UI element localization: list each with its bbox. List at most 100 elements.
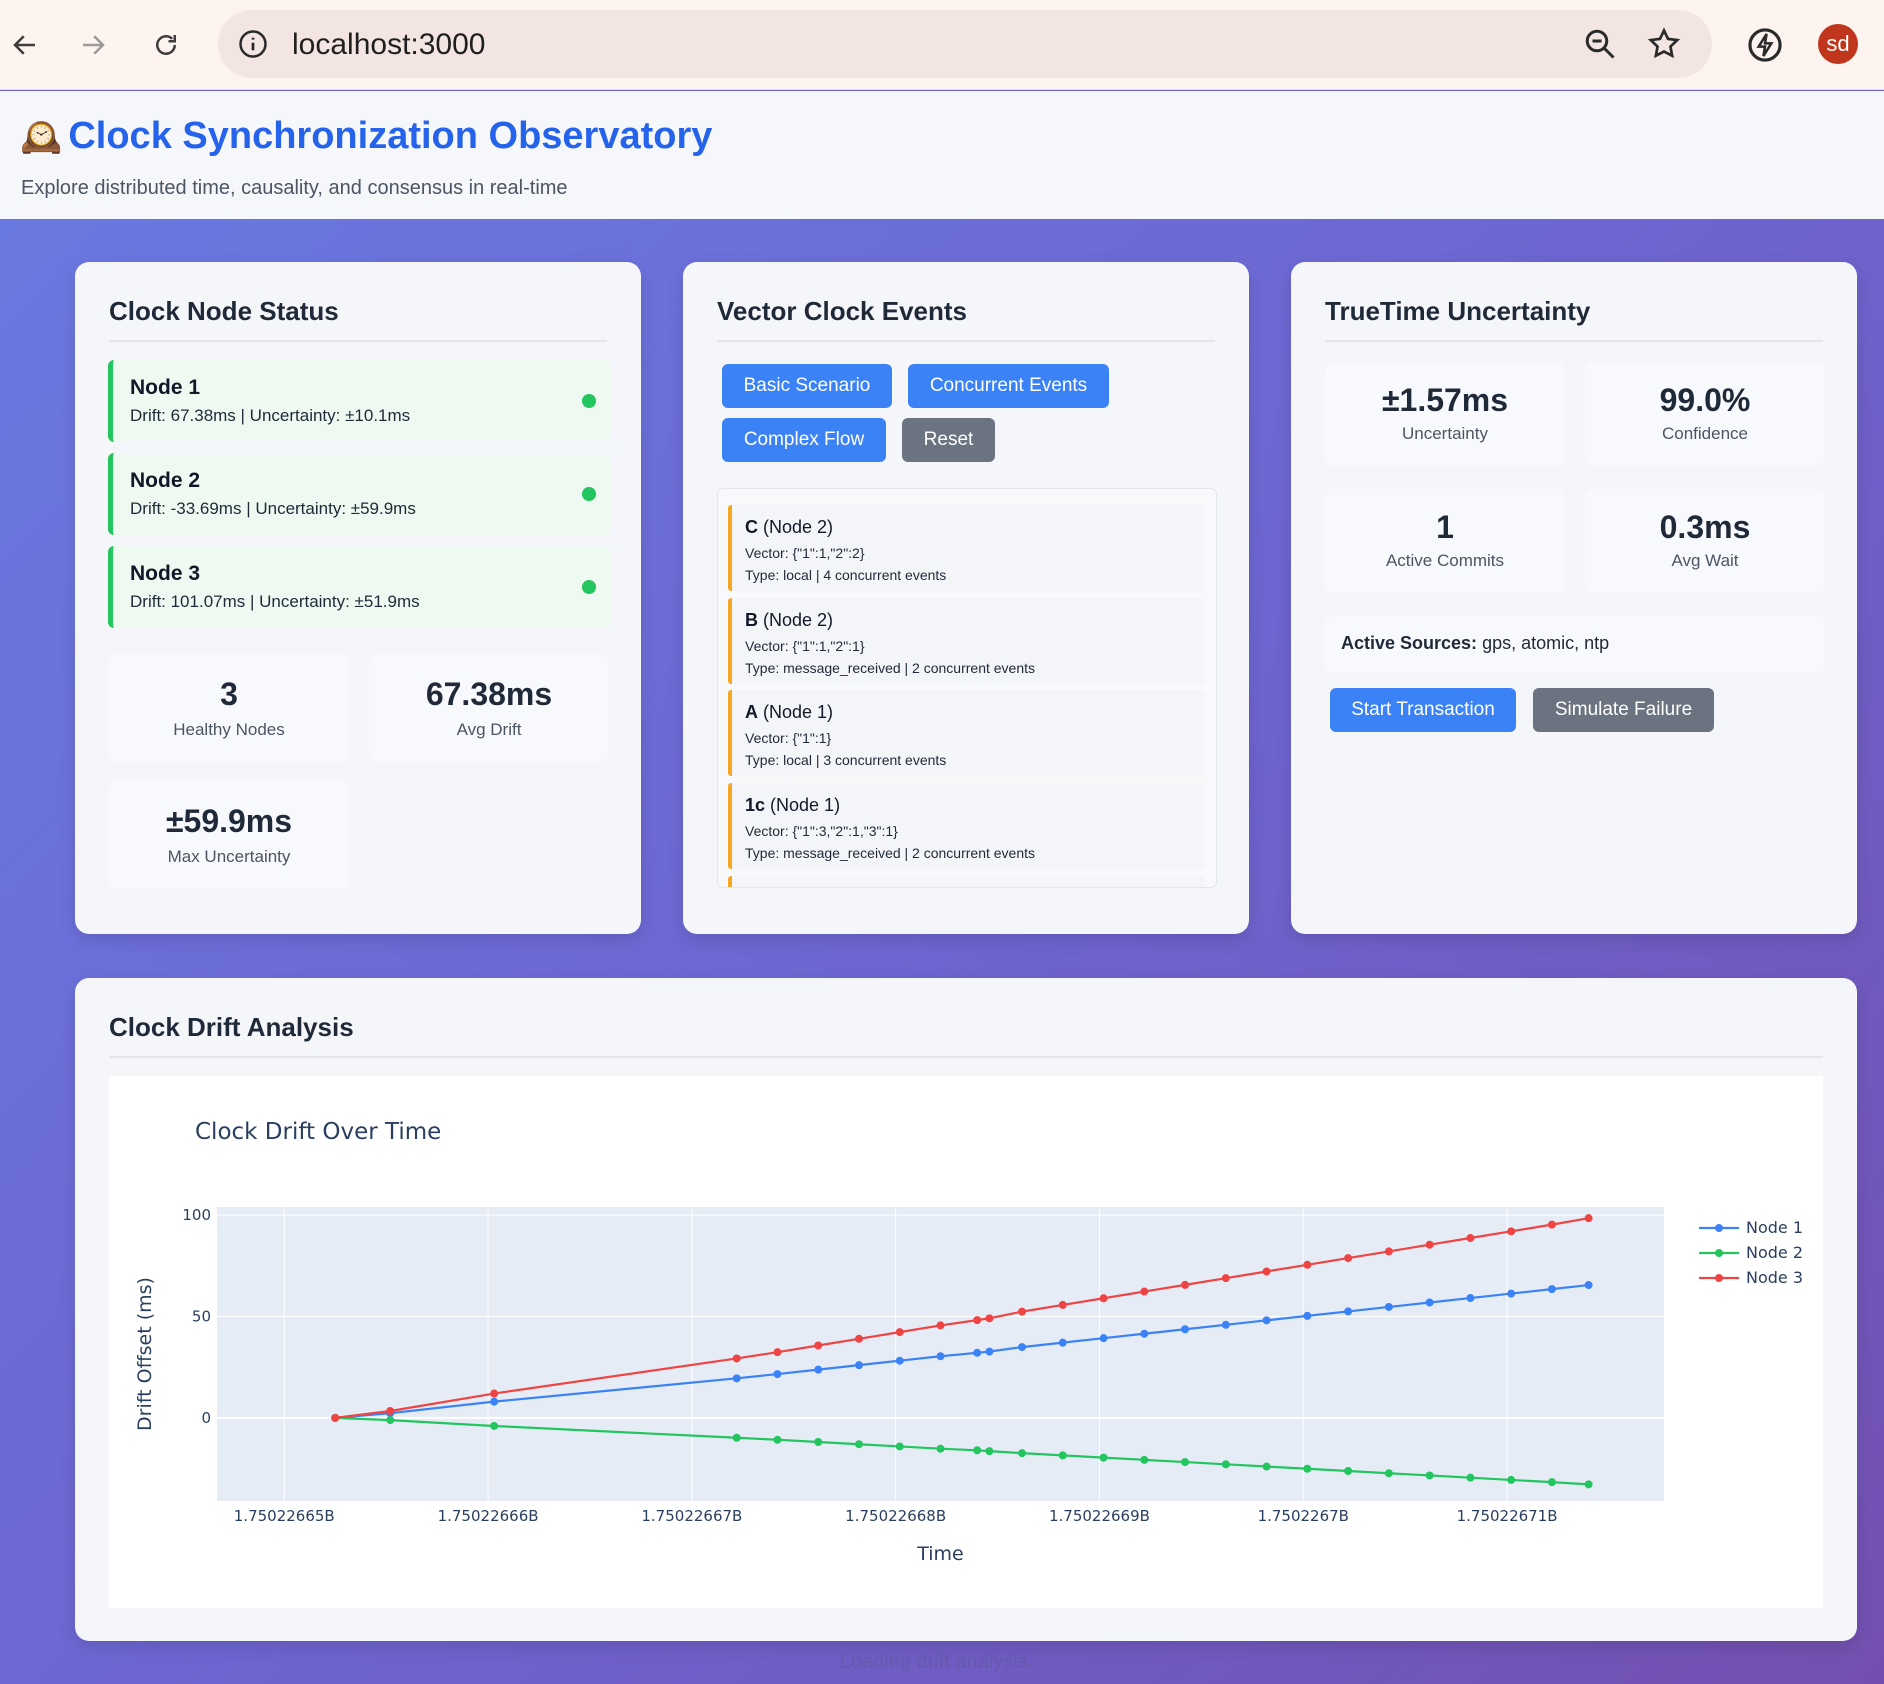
series-line bbox=[335, 1217, 1589, 1419]
event-item[interactable]: B (Node 2) Vector: {"1":1,"2":1} Type: m… bbox=[728, 598, 1204, 684]
data-point bbox=[1018, 1449, 1027, 1458]
data-point bbox=[1140, 1455, 1149, 1464]
data-point bbox=[1058, 1300, 1067, 1309]
y-tick-label: 50 bbox=[192, 1307, 211, 1325]
confidence-stat: 99.0% Confidence bbox=[1585, 362, 1825, 466]
data-point bbox=[814, 1437, 823, 1446]
data-point bbox=[1303, 1311, 1312, 1320]
node-item[interactable]: Node 2 Drift: -33.69ms | Uncertainty: ±5… bbox=[108, 453, 610, 535]
series-line bbox=[335, 1283, 1589, 1419]
data-point bbox=[854, 1361, 863, 1370]
node-name: Node 1 bbox=[130, 376, 201, 399]
stat-value: 3 bbox=[220, 676, 238, 712]
data-point bbox=[1384, 1302, 1393, 1311]
event-vector: Vector: {"1":3,"2":1,"3":1} bbox=[745, 823, 898, 839]
forward-arrow-icon[interactable] bbox=[68, 20, 118, 70]
data-point bbox=[1221, 1460, 1230, 1469]
event-item[interactable]: C (Node 2) Vector: {"1":1,"2":2} Type: l… bbox=[728, 505, 1204, 591]
event-vector: Vector: {"1":1,"2":2} bbox=[745, 545, 865, 561]
data-point bbox=[1425, 1298, 1434, 1307]
stat-label: Healthy Nodes bbox=[173, 720, 285, 739]
data-point bbox=[985, 1347, 994, 1356]
extension-icon[interactable] bbox=[1746, 26, 1784, 64]
stat-value: 1 bbox=[1436, 509, 1454, 545]
data-point bbox=[1344, 1307, 1353, 1316]
stat-label: Avg Wait bbox=[1671, 551, 1739, 570]
bookmark-star-icon[interactable] bbox=[1646, 26, 1682, 62]
data-point bbox=[1507, 1289, 1516, 1298]
node-info: Drift: 101.07ms | Uncertainty: ±51.9ms bbox=[130, 592, 420, 611]
concurrent-events-button[interactable]: Concurrent Events bbox=[908, 364, 1109, 408]
event-vector: Vector: {"1":1} bbox=[745, 730, 832, 746]
stat-value: ±1.57ms bbox=[1381, 382, 1509, 418]
data-point bbox=[1466, 1473, 1475, 1482]
data-point bbox=[985, 1314, 994, 1323]
stat-label: Confidence bbox=[1661, 424, 1748, 443]
drift-chart-container[interactable]: 1.75022665B 1.75022666B 1.75022667B 1.75022… bbox=[109, 1076, 1823, 1608]
divider bbox=[109, 340, 607, 342]
data-point bbox=[1547, 1220, 1556, 1229]
series-line bbox=[335, 1416, 1589, 1486]
truetime-card: TrueTime Uncertainty ±1.57ms Uncertainty… bbox=[1291, 262, 1857, 934]
complex-flow-button[interactable]: Complex Flow bbox=[722, 418, 886, 462]
data-point bbox=[1384, 1247, 1393, 1256]
basic-scenario-button[interactable]: Basic Scenario bbox=[722, 364, 892, 408]
legend-label: Node 1 bbox=[1746, 1218, 1803, 1237]
address-bar[interactable]: localhost:3000 bbox=[218, 10, 1712, 78]
chart-title: Clock Drift Over Time bbox=[195, 1119, 441, 1145]
profile-avatar[interactable]: sd bbox=[1818, 24, 1858, 64]
stat-value: 67.38ms bbox=[425, 676, 553, 712]
reset-button[interactable]: Reset bbox=[902, 418, 995, 462]
event-list[interactable]: C (Node 2) Vector: {"1":1,"2":2} Type: l… bbox=[717, 488, 1217, 888]
drift-chart[interactable]: 1.75022665B 1.75022666B 1.75022667B 1.75022… bbox=[109, 1076, 1823, 1608]
data-point bbox=[1058, 1338, 1067, 1347]
zoom-icon[interactable] bbox=[1582, 26, 1618, 62]
data-point bbox=[1507, 1475, 1516, 1484]
page: 🕰️ Clock Synchronization Observatory Exp… bbox=[0, 91, 1884, 1684]
data-point bbox=[814, 1341, 823, 1350]
event-type: Type: local | 3 concurrent events bbox=[745, 752, 947, 768]
node-name: Node 3 bbox=[130, 562, 201, 585]
healthy-status-dot bbox=[582, 394, 596, 408]
data-point bbox=[814, 1365, 823, 1374]
event-node: (Node 1) bbox=[758, 702, 834, 722]
data-point bbox=[1140, 1329, 1149, 1338]
data-point bbox=[1099, 1294, 1108, 1303]
data-point bbox=[1140, 1287, 1149, 1296]
data-point bbox=[490, 1397, 499, 1406]
event-vector: Vector: {"1":1,"2":1} bbox=[745, 638, 865, 654]
event-item[interactable]: 1c (Node 1) Vector: {"1":3,"2":1,"3":1} … bbox=[728, 783, 1204, 869]
site-info-icon[interactable] bbox=[238, 29, 268, 59]
data-point bbox=[1584, 1480, 1593, 1489]
data-point bbox=[331, 1413, 340, 1422]
data-point bbox=[1466, 1234, 1475, 1243]
stat-value: 0.3ms bbox=[1659, 509, 1751, 545]
x-tick-label: 1.75022669B bbox=[1049, 1507, 1150, 1525]
data-point bbox=[1584, 1281, 1593, 1290]
x-tick-label: 1.75022667B bbox=[641, 1507, 742, 1525]
url-text[interactable]: localhost:3000 bbox=[292, 28, 486, 61]
stat-label: Avg Drift bbox=[456, 720, 522, 739]
reload-icon[interactable] bbox=[141, 20, 191, 70]
start-transaction-button[interactable]: Start Transaction bbox=[1330, 688, 1516, 732]
node-item[interactable]: Node 3 Drift: 101.07ms | Uncertainty: ±5… bbox=[108, 546, 610, 628]
simulate-failure-button[interactable]: Simulate Failure bbox=[1533, 688, 1714, 732]
event-id: A bbox=[745, 702, 758, 722]
event-id: 1c bbox=[745, 795, 766, 815]
back-arrow-icon[interactable] bbox=[0, 20, 50, 70]
event-item[interactable]: A (Node 1) Vector: {"1":1} Type: local |… bbox=[728, 690, 1204, 776]
data-point bbox=[1547, 1285, 1556, 1294]
data-point bbox=[973, 1316, 982, 1325]
node-info: Drift: -33.69ms | Uncertainty: ±59.9ms bbox=[130, 499, 416, 518]
data-point bbox=[895, 1356, 904, 1365]
node-item[interactable]: Node 1 Drift: 67.38ms | Uncertainty: ±10… bbox=[108, 360, 610, 442]
data-point bbox=[895, 1328, 904, 1337]
data-point bbox=[1018, 1307, 1027, 1316]
data-point bbox=[490, 1421, 499, 1430]
data-point bbox=[1262, 1267, 1271, 1276]
data-point bbox=[1384, 1469, 1393, 1478]
data-point bbox=[1584, 1214, 1593, 1223]
event-item-partial[interactable] bbox=[728, 876, 1204, 887]
mantelpiece-clock-icon: 🕰️ bbox=[20, 117, 63, 156]
event-node: (Node 1) bbox=[765, 795, 841, 815]
